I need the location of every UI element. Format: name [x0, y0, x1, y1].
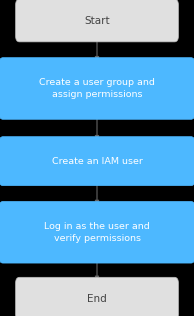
Text: End: End — [87, 294, 107, 304]
Text: Create a user group and
assign permissions: Create a user group and assign permissio… — [39, 78, 155, 99]
FancyBboxPatch shape — [0, 58, 194, 119]
Text: Log in as the user and
verify permissions: Log in as the user and verify permission… — [44, 222, 150, 243]
FancyBboxPatch shape — [0, 137, 194, 186]
Text: Start: Start — [84, 15, 110, 26]
FancyBboxPatch shape — [16, 277, 178, 316]
FancyBboxPatch shape — [0, 202, 194, 263]
Text: Create an IAM user: Create an IAM user — [52, 157, 142, 166]
FancyBboxPatch shape — [16, 0, 178, 42]
